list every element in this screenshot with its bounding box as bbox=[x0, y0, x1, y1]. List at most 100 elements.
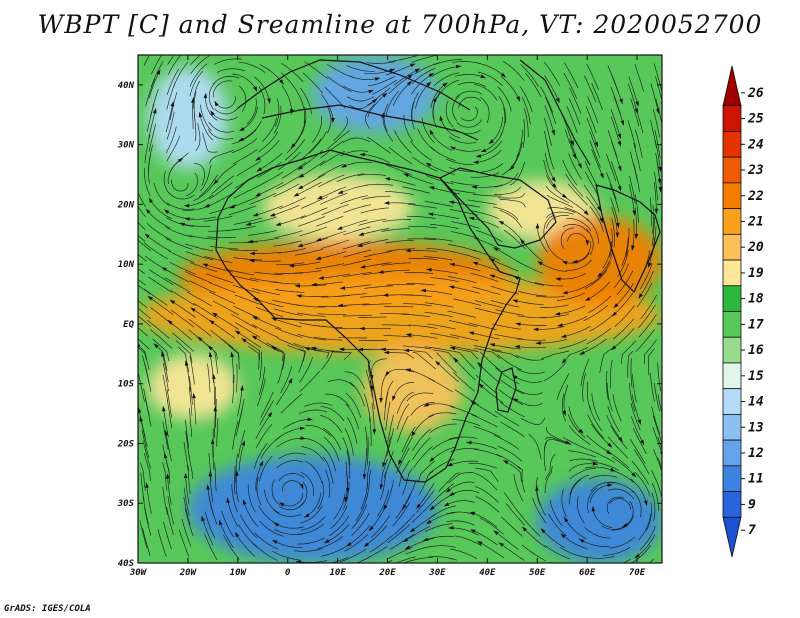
streamline bbox=[146, 223, 171, 240]
streamline bbox=[213, 376, 215, 406]
streamline-arrow bbox=[607, 483, 613, 487]
streamline bbox=[472, 249, 500, 261]
streamline bbox=[644, 339, 657, 365]
streamline-arrow bbox=[271, 539, 278, 544]
streamline-arrow bbox=[425, 519, 432, 525]
streamline-arrow bbox=[635, 101, 639, 107]
streamline bbox=[451, 489, 480, 495]
colorbar-label: 17 bbox=[748, 317, 764, 332]
streamline bbox=[171, 301, 196, 318]
streamline bbox=[278, 501, 305, 511]
streamline bbox=[471, 332, 500, 340]
streamline bbox=[545, 185, 570, 204]
streamline-arrow bbox=[647, 262, 652, 268]
streamline-arrow bbox=[212, 373, 216, 380]
streamline bbox=[424, 302, 454, 308]
streamline bbox=[260, 391, 274, 418]
streamline bbox=[236, 534, 256, 557]
streamline-arrow bbox=[204, 203, 210, 208]
streamline bbox=[227, 500, 239, 528]
streamline-arrow bbox=[299, 483, 304, 490]
plot-frame bbox=[137, 54, 663, 564]
caspian-region-line bbox=[519, 59, 591, 166]
streamline bbox=[448, 243, 477, 252]
streamline bbox=[427, 323, 456, 330]
streamline-arrow bbox=[448, 491, 455, 497]
streamline bbox=[562, 160, 578, 186]
streamline bbox=[408, 226, 437, 229]
streamline bbox=[368, 360, 373, 389]
streamline bbox=[143, 288, 168, 306]
streamline bbox=[569, 468, 597, 480]
streamline bbox=[503, 229, 526, 250]
streamline bbox=[490, 285, 519, 295]
streamline bbox=[188, 387, 193, 416]
streamline bbox=[321, 273, 350, 279]
streamline bbox=[585, 105, 597, 134]
streamline bbox=[411, 502, 433, 523]
streamline bbox=[437, 362, 459, 383]
streamline-arrow bbox=[615, 232, 620, 239]
streamline-arrow bbox=[269, 213, 276, 217]
streamline bbox=[357, 316, 387, 318]
streamline bbox=[404, 557, 434, 563]
streamline bbox=[614, 305, 635, 327]
streamline bbox=[170, 290, 196, 306]
streamline bbox=[521, 240, 543, 262]
streamline bbox=[141, 430, 150, 459]
streamline bbox=[348, 525, 370, 546]
streamline-arrow bbox=[428, 186, 435, 190]
streamline bbox=[274, 272, 304, 274]
streamline bbox=[231, 314, 257, 329]
streamline bbox=[272, 204, 300, 216]
streamline bbox=[215, 96, 236, 109]
streamline bbox=[657, 362, 661, 392]
streamline bbox=[616, 270, 634, 296]
streamline-arrow bbox=[405, 333, 412, 337]
iberia-europe-coastline bbox=[237, 59, 471, 111]
streamline bbox=[336, 173, 365, 182]
streamline bbox=[232, 129, 257, 145]
streamline bbox=[235, 453, 238, 483]
streamline-arrow bbox=[162, 405, 166, 412]
streamline-arrow bbox=[206, 484, 210, 490]
streamline bbox=[536, 326, 565, 330]
streamline-arrow bbox=[453, 357, 459, 363]
streamline bbox=[450, 334, 479, 342]
streamline bbox=[258, 152, 283, 171]
streamline bbox=[581, 338, 607, 354]
streamline bbox=[209, 149, 234, 164]
streamline bbox=[606, 415, 622, 441]
streamline-arrow bbox=[198, 111, 203, 118]
streamline-arrow bbox=[535, 222, 540, 229]
streamline-arrow bbox=[382, 462, 386, 468]
streamline bbox=[346, 416, 358, 444]
streamline bbox=[300, 207, 328, 219]
streamline-arrow bbox=[164, 429, 169, 436]
streamline-arrow bbox=[323, 539, 330, 543]
streamline bbox=[423, 290, 453, 295]
streamline bbox=[323, 456, 334, 484]
streamline bbox=[408, 258, 438, 261]
streamline bbox=[320, 405, 345, 422]
streamline bbox=[424, 200, 453, 207]
plot-area bbox=[138, 55, 662, 563]
streamline bbox=[144, 363, 152, 392]
streamline bbox=[272, 299, 301, 306]
streamline bbox=[296, 304, 325, 308]
streamline bbox=[246, 97, 257, 125]
streamline bbox=[152, 338, 170, 361]
streamline bbox=[205, 95, 218, 121]
streamline bbox=[167, 202, 195, 210]
streamline-arrow bbox=[389, 68, 396, 73]
streamline-arrow bbox=[310, 346, 317, 351]
streamline bbox=[458, 96, 482, 109]
streamline bbox=[575, 241, 591, 263]
streamline bbox=[258, 505, 280, 525]
streamline bbox=[648, 237, 656, 266]
streamline-arrow bbox=[179, 222, 185, 227]
streamline bbox=[629, 439, 646, 464]
streamline bbox=[321, 239, 350, 249]
streamline bbox=[304, 402, 333, 407]
streamline bbox=[430, 131, 453, 151]
